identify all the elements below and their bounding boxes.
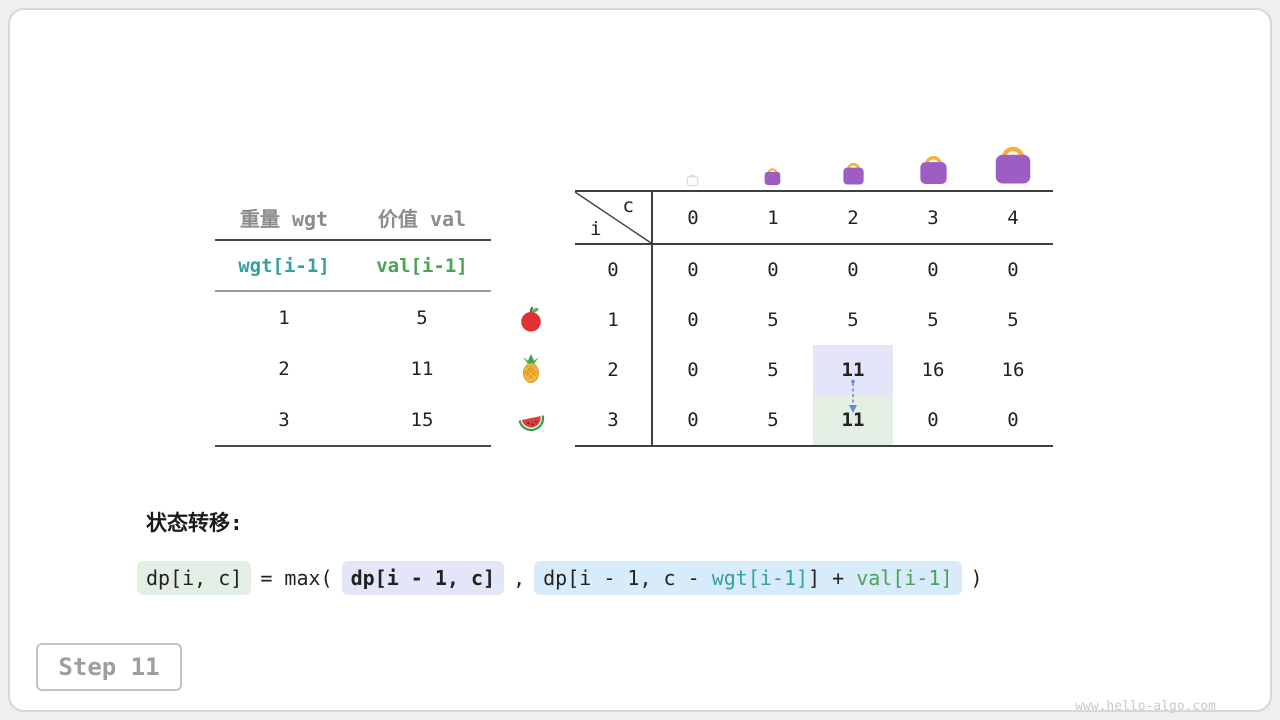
item-weight: 2	[278, 357, 290, 380]
wgt-var-label: wgt[i-1]	[238, 254, 330, 277]
items-table-var-row: wgt[i-1] val[i-1]	[215, 241, 491, 292]
transition-formula: dp[i, c] = max( dp[i - 1, c] , dp[i - 1,…	[137, 561, 983, 595]
step-badge: Step 11	[36, 643, 182, 691]
col-header-2: 2	[813, 192, 893, 245]
col-header-1: 1	[733, 192, 813, 245]
dp-cell-1-0: 0	[687, 309, 699, 331]
dp-cell-1-1: 5	[767, 309, 779, 331]
item-value: 15	[410, 408, 434, 431]
item-value: 11	[410, 357, 434, 380]
dp-cell-2-1: 5	[767, 359, 779, 381]
dp-cell-0-1: 0	[767, 259, 779, 281]
formula-eq-max: = max(	[260, 566, 333, 590]
step-badge-label: Step 11	[58, 653, 160, 681]
dp-cell-2-2-source-highlight: 11	[813, 345, 893, 395]
item-weight: 1	[278, 306, 290, 329]
dp-cell-3-4: 0	[1007, 409, 1019, 431]
dp-skip-chip: dp[i - 1, c]	[341, 561, 505, 595]
apple-icon	[521, 306, 541, 332]
col-header-0: 0	[653, 192, 733, 245]
dp-cell-1-2: 5	[847, 309, 859, 331]
dp-cell-3-2-target-highlight: 11	[813, 395, 893, 445]
corner-c-label: c	[622, 195, 634, 217]
formula-close-paren: )	[970, 566, 983, 590]
dp-cell-0-2: 0	[847, 259, 859, 281]
bag-medium-icon	[843, 162, 864, 185]
take-mid: ] +	[808, 566, 857, 590]
row-header-3: 3	[575, 395, 653, 445]
dp-cell-0-0: 0	[687, 259, 699, 281]
dp-table: c i 0 1 2 3 4 0 0 0 0 0 0 1 0 5 5 5 5 2 …	[575, 190, 1053, 447]
formula-comma: ,	[513, 566, 526, 590]
take-prefix: dp[i - 1, c -	[543, 566, 712, 590]
dp-take-chip: dp[i - 1, c - wgt[i-1]] + val[i-1]	[534, 561, 962, 595]
dp-corner-cell: c i	[575, 192, 653, 245]
transition-arrow-icon	[849, 379, 857, 413]
items-table: 重量 wgt 价值 val wgt[i-1] val[i-1] 1 5 2 11…	[215, 195, 491, 447]
corner-i-label: i	[590, 218, 602, 240]
dp-cell-2-3: 16	[921, 359, 945, 381]
item-row: 1 5	[215, 292, 491, 343]
dp-cell-2-0: 0	[687, 359, 699, 381]
row-header-2: 2	[575, 345, 653, 395]
dp-cell-1-4: 5	[1007, 309, 1019, 331]
take-wgt-term: wgt[i-1]	[711, 566, 809, 590]
dp-cell-3-1: 5	[767, 409, 779, 431]
take-val-term: val[i-1]	[856, 566, 953, 590]
row-header-0: 0	[575, 245, 653, 295]
col-header-3: 3	[893, 192, 973, 245]
dp-cell-3-0: 0	[687, 409, 699, 431]
dp-cell-0-3: 0	[927, 259, 939, 281]
pineapple-icon	[523, 354, 539, 383]
value-column-header: 价值 val	[377, 206, 467, 231]
dp-cell-0-4: 0	[1007, 259, 1019, 281]
val-var-label: val[i-1]	[376, 254, 468, 277]
item-weight: 3	[278, 408, 290, 431]
diagonal-line	[575, 192, 651, 243]
dp-cell-3-3: 0	[927, 409, 939, 431]
bag-small-icon	[764, 168, 781, 185]
item-row: 3 15	[215, 394, 491, 445]
dp-current-chip: dp[i, c]	[137, 561, 252, 595]
row-header-1: 1	[575, 295, 653, 345]
dp-cell-1-3: 5	[927, 309, 939, 331]
items-table-header-row: 重量 wgt 价值 val	[215, 195, 491, 241]
bag-empty-icon	[686, 174, 699, 187]
dp-cell-2-4: 16	[1001, 359, 1025, 381]
bag-xlarge-icon	[995, 146, 1031, 184]
transition-label: 状态转移:	[146, 511, 243, 535]
bag-large-icon	[920, 156, 947, 184]
item-row: 2 11	[215, 343, 491, 394]
item-value: 5	[416, 306, 428, 329]
watermelon-icon	[518, 415, 545, 432]
col-header-4: 4	[973, 192, 1053, 245]
weight-column-header: 重量 wgt	[239, 206, 329, 231]
site-watermark: www.hello-algo.com	[1075, 699, 1216, 714]
